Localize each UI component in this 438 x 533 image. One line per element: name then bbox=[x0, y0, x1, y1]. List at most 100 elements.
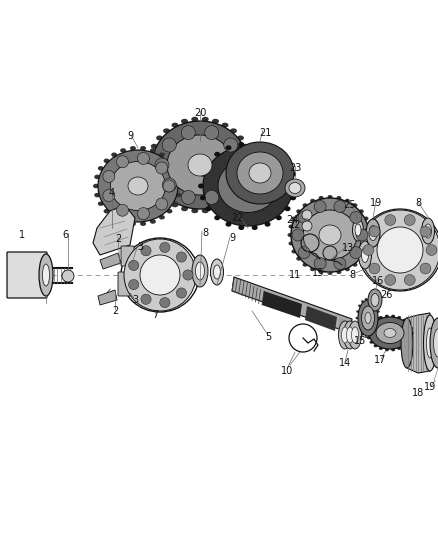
Ellipse shape bbox=[364, 335, 367, 338]
Ellipse shape bbox=[367, 336, 371, 340]
Ellipse shape bbox=[375, 304, 378, 307]
Ellipse shape bbox=[120, 219, 126, 224]
Ellipse shape bbox=[430, 318, 438, 368]
Text: 19: 19 bbox=[424, 382, 436, 392]
Circle shape bbox=[160, 297, 170, 308]
Ellipse shape bbox=[372, 300, 375, 303]
Circle shape bbox=[369, 263, 380, 274]
Ellipse shape bbox=[385, 314, 389, 318]
Ellipse shape bbox=[358, 304, 361, 307]
Ellipse shape bbox=[159, 215, 165, 220]
Circle shape bbox=[181, 126, 195, 140]
Ellipse shape bbox=[364, 216, 368, 221]
Ellipse shape bbox=[128, 177, 148, 195]
Ellipse shape bbox=[391, 314, 395, 318]
Ellipse shape bbox=[353, 219, 364, 241]
Text: 2: 2 bbox=[112, 306, 118, 316]
Ellipse shape bbox=[247, 163, 254, 167]
Ellipse shape bbox=[245, 172, 252, 177]
Ellipse shape bbox=[364, 249, 368, 254]
Ellipse shape bbox=[346, 327, 353, 343]
Ellipse shape bbox=[192, 255, 208, 287]
Ellipse shape bbox=[361, 333, 364, 336]
Ellipse shape bbox=[289, 241, 293, 246]
Ellipse shape bbox=[150, 148, 156, 153]
Ellipse shape bbox=[359, 257, 364, 261]
Ellipse shape bbox=[377, 323, 380, 326]
Ellipse shape bbox=[166, 158, 173, 163]
Circle shape bbox=[314, 200, 326, 213]
Ellipse shape bbox=[361, 306, 374, 330]
Circle shape bbox=[369, 226, 380, 237]
Ellipse shape bbox=[103, 209, 110, 213]
Text: 23: 23 bbox=[289, 163, 301, 173]
Circle shape bbox=[117, 204, 128, 216]
Ellipse shape bbox=[265, 146, 271, 150]
Text: 1: 1 bbox=[19, 230, 25, 240]
Circle shape bbox=[377, 227, 423, 273]
Ellipse shape bbox=[226, 222, 231, 227]
Text: 10: 10 bbox=[281, 366, 293, 376]
Ellipse shape bbox=[303, 210, 357, 260]
Circle shape bbox=[298, 212, 310, 223]
Polygon shape bbox=[232, 277, 352, 333]
Ellipse shape bbox=[366, 332, 370, 335]
Ellipse shape bbox=[249, 163, 271, 183]
Ellipse shape bbox=[289, 224, 293, 229]
Ellipse shape bbox=[245, 153, 252, 158]
Ellipse shape bbox=[238, 142, 244, 147]
Ellipse shape bbox=[200, 195, 206, 200]
Ellipse shape bbox=[345, 199, 350, 203]
Ellipse shape bbox=[355, 224, 361, 236]
Ellipse shape bbox=[356, 317, 358, 319]
Ellipse shape bbox=[172, 123, 179, 128]
Ellipse shape bbox=[285, 179, 305, 197]
Ellipse shape bbox=[377, 310, 380, 313]
Ellipse shape bbox=[421, 218, 434, 244]
Ellipse shape bbox=[156, 135, 163, 141]
Ellipse shape bbox=[291, 198, 369, 272]
Ellipse shape bbox=[242, 144, 249, 149]
Text: 7: 7 bbox=[152, 310, 158, 320]
Ellipse shape bbox=[159, 152, 165, 157]
Polygon shape bbox=[100, 253, 121, 269]
Ellipse shape bbox=[202, 117, 209, 122]
Circle shape bbox=[302, 210, 312, 220]
Ellipse shape bbox=[366, 219, 380, 247]
Ellipse shape bbox=[148, 172, 155, 177]
Ellipse shape bbox=[230, 197, 237, 201]
Ellipse shape bbox=[111, 215, 117, 220]
Ellipse shape bbox=[403, 319, 406, 321]
Ellipse shape bbox=[140, 222, 146, 226]
Ellipse shape bbox=[198, 183, 204, 189]
Ellipse shape bbox=[202, 208, 209, 213]
Text: 4: 4 bbox=[109, 188, 115, 198]
Text: 3: 3 bbox=[132, 295, 138, 305]
Ellipse shape bbox=[397, 316, 401, 319]
Ellipse shape bbox=[328, 271, 332, 275]
Ellipse shape bbox=[328, 195, 332, 199]
FancyBboxPatch shape bbox=[7, 252, 47, 298]
Text: 8: 8 bbox=[202, 228, 208, 238]
Ellipse shape bbox=[94, 175, 100, 179]
Text: 17: 17 bbox=[374, 355, 386, 365]
Ellipse shape bbox=[42, 264, 49, 286]
Ellipse shape bbox=[353, 203, 357, 207]
Circle shape bbox=[205, 126, 219, 140]
Ellipse shape bbox=[406, 341, 410, 344]
Ellipse shape bbox=[410, 332, 414, 335]
Ellipse shape bbox=[384, 328, 396, 337]
Polygon shape bbox=[98, 290, 117, 305]
Ellipse shape bbox=[94, 193, 100, 197]
Ellipse shape bbox=[371, 294, 379, 306]
Polygon shape bbox=[407, 313, 430, 373]
Text: 15: 15 bbox=[312, 268, 324, 278]
Circle shape bbox=[162, 178, 176, 192]
Ellipse shape bbox=[352, 327, 358, 343]
Ellipse shape bbox=[130, 146, 136, 150]
Ellipse shape bbox=[218, 159, 278, 213]
Ellipse shape bbox=[181, 119, 188, 124]
Ellipse shape bbox=[375, 329, 378, 332]
Ellipse shape bbox=[296, 257, 301, 261]
Ellipse shape bbox=[289, 182, 301, 193]
